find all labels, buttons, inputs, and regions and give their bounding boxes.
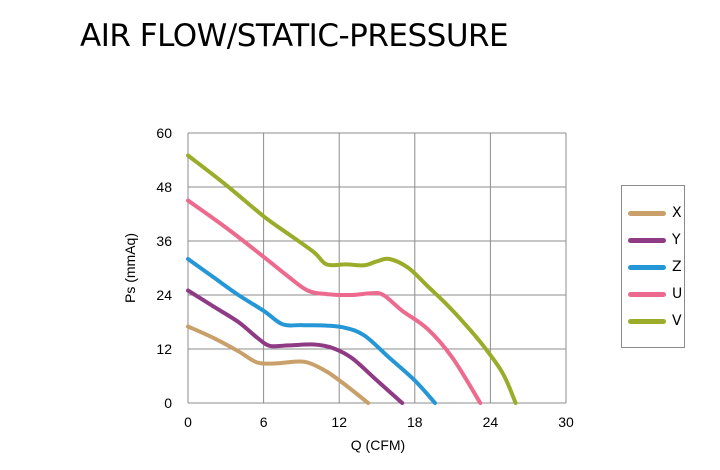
x-tick-label: 18 [407,414,423,430]
legend-swatch [628,210,666,216]
y-tick-label: 12 [156,341,172,357]
legend-item-u: U [628,286,682,302]
y-tick-label: 36 [156,233,172,249]
page-title: AIR FLOW/STATIC-PRESSURE [80,18,509,54]
legend-label: V [672,313,682,329]
y-axis-label: Ps (mmAq) [122,233,138,303]
y-tick-label: 0 [164,395,172,411]
series-line-y [186,288,405,405]
chart-series-lines [186,153,518,405]
legend-swatch [628,291,666,297]
series-line-z [186,257,437,405]
x-tick-label: 6 [260,414,268,430]
legend-swatch [628,264,666,270]
legend-label: Y [672,232,681,248]
x-tick-label: 30 [558,414,574,430]
legend-item-x: X [628,205,682,221]
legend-item-y: Y [628,232,681,248]
chart-ticks: 0 6 12 18 24 30 0 12 24 36 48 60 [156,125,574,430]
legend-swatch [628,318,666,324]
chart-grid [187,132,567,404]
legend-item-v: V [628,313,682,329]
series-line-x [186,324,371,405]
legend-label: Z [672,259,682,275]
x-tick-label: 12 [331,414,347,430]
x-axis-label: Q (CFM) [351,437,405,453]
legend-label: X [672,205,682,221]
legend-label: U [672,286,683,302]
legend-swatch [628,237,666,243]
x-tick-label: 24 [483,414,499,430]
series-line-u [186,198,483,405]
series-line-v [186,153,518,405]
legend-item-z: Z [628,259,682,275]
y-tick-label: 48 [156,179,172,195]
y-tick-label: 60 [156,125,172,141]
x-tick-label: 0 [184,414,192,430]
y-tick-label: 24 [156,287,172,303]
